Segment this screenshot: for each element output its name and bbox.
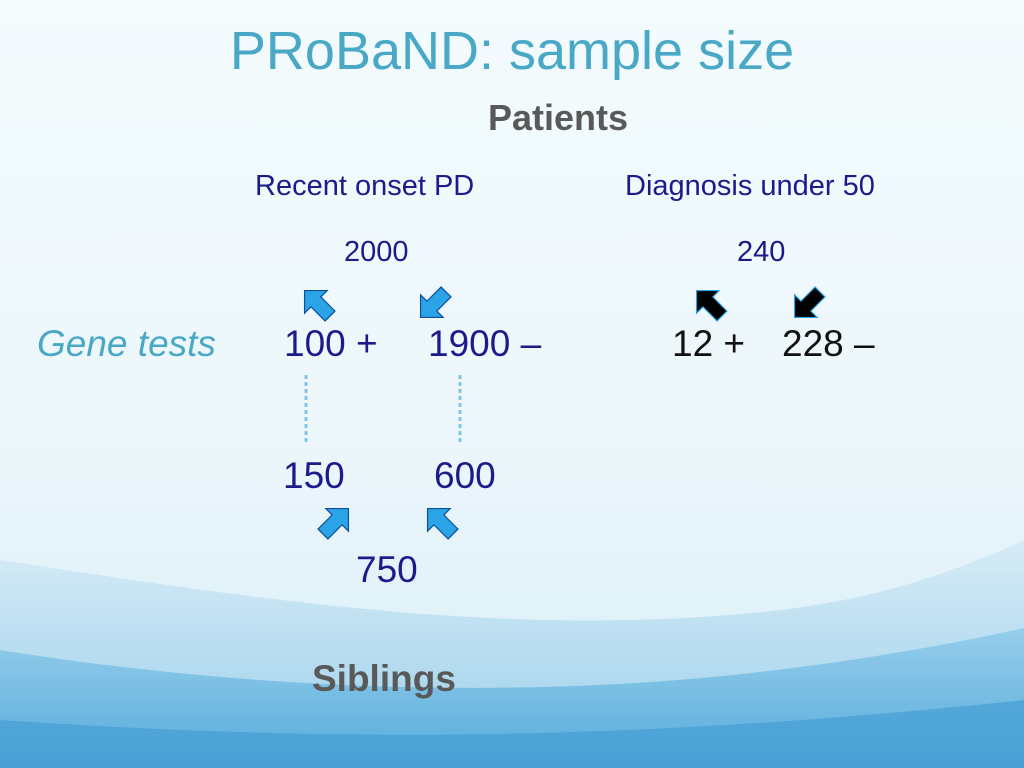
recent-onset-total: 2000 [344,236,409,268]
diagnosis-under-50-negative: 228 – [782,323,875,364]
slide-title: PRoBaND: sample size [229,21,795,81]
patients-heading: Patients [488,97,629,138]
recent-onset-positive: 100 + [284,323,378,364]
diagnosis-under-50-positive: 12 + [672,323,746,364]
siblings-total: 750 [356,549,418,590]
diagnosis-under-50-label: Diagnosis under 50 [625,170,875,202]
siblings-positive-group: 150 [283,455,345,496]
siblings-heading: Siblings [312,658,456,699]
siblings-negative-group: 600 [434,455,496,496]
recent-onset-negative: 1900 – [428,323,542,364]
gene-tests-label: Gene tests [37,323,216,364]
diagnosis-under-50-total: 240 [737,236,786,268]
recent-onset-label: Recent onset PD [255,170,475,202]
